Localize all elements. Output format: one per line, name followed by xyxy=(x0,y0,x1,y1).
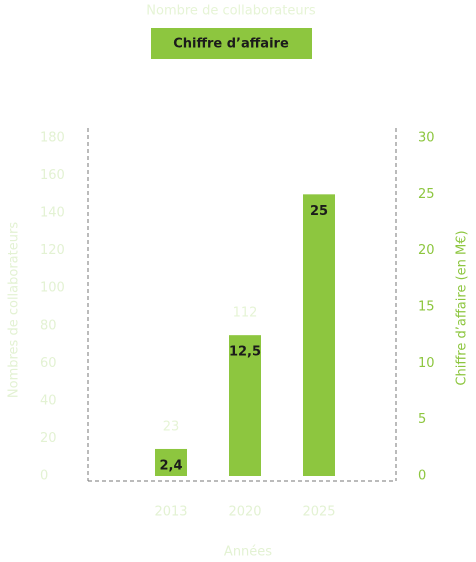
y2-tick-label: 20 xyxy=(418,243,435,258)
y-axis-label: Nombres de collaborateurs xyxy=(7,222,22,398)
y2-axis-label: Chiffre d’affaire (en M€) xyxy=(455,230,470,385)
data-label: 112 xyxy=(233,306,258,321)
data-label: 25 xyxy=(310,204,328,219)
bar xyxy=(303,194,335,477)
y-tick-label: 180 xyxy=(40,131,65,146)
y-tick-label: 160 xyxy=(40,168,65,183)
data-label: 23 xyxy=(163,419,180,434)
x-axis-label: Années xyxy=(224,545,272,560)
y-tick-label: 140 xyxy=(40,206,65,221)
bar xyxy=(155,448,187,476)
x-tick-label: 2020 xyxy=(228,505,261,520)
x-tick-label: 2013 xyxy=(154,505,187,520)
bar xyxy=(229,335,261,476)
y-tick-label: 100 xyxy=(40,281,65,296)
y-tick-label: 120 xyxy=(40,243,65,258)
y-tick-label: 40 xyxy=(40,393,57,408)
y2-tick-label: 30 xyxy=(418,131,435,146)
y-tick-label: 0 xyxy=(40,469,48,484)
legend-entry[interactable]: Nombre de collaborateurs xyxy=(146,4,316,19)
data-label: 2,4 xyxy=(159,458,182,473)
legend-entry[interactable]: Chiffre d’affaire xyxy=(173,37,289,52)
y-tick-label: 60 xyxy=(40,356,57,371)
legend-button[interactable] xyxy=(151,28,312,59)
y2-tick-label: 5 xyxy=(418,412,426,427)
y2-tick-label: 10 xyxy=(418,356,435,371)
data-label: 12,5 xyxy=(229,345,261,360)
y-tick-label: 20 xyxy=(40,431,57,446)
x-tick-label: 2025 xyxy=(302,505,335,520)
y-tick-label: 80 xyxy=(40,318,57,333)
y2-tick-label: 25 xyxy=(418,187,435,202)
y2-tick-label: 0 xyxy=(418,469,426,484)
y2-tick-label: 15 xyxy=(418,300,435,315)
